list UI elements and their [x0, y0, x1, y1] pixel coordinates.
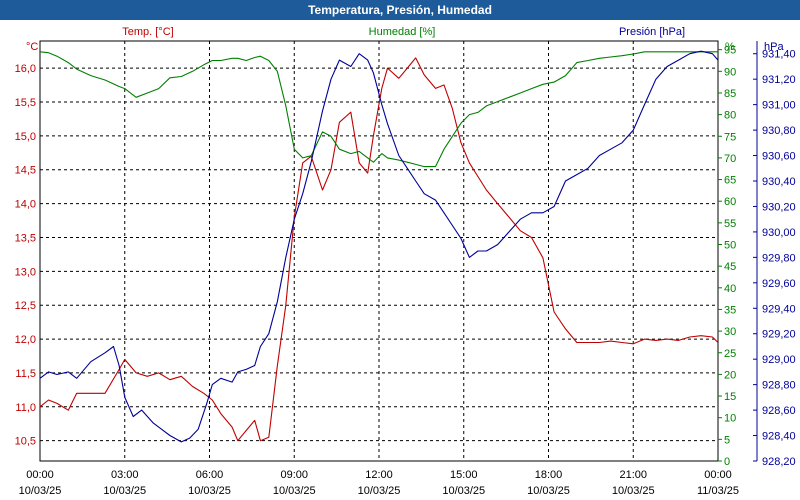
temperature-tick-label: 13,0: [15, 266, 36, 278]
temperature-tick-label: 12,0: [15, 334, 36, 346]
humidity-axis: % 0 5 10 15 20 25 30 35 40 45 50 55 60 65 70 75 80 85 90 95: [718, 41, 736, 468]
plot-frame: [39, 40, 719, 462]
x-tick-time: 09:00: [280, 469, 308, 481]
temperature-unit-label: °C: [26, 41, 38, 53]
temperature-tick-label: 14,5: [15, 165, 36, 177]
humidity-tick-label: 10: [724, 413, 736, 425]
humidity-tick-label: 20: [724, 369, 736, 381]
humidity-tick-label: 5: [724, 434, 730, 446]
humidity-tick-label: 40: [724, 283, 736, 295]
humidity-tick-label: 35: [724, 304, 736, 316]
humidity-tick-label: 80: [724, 110, 736, 122]
humidity-tick-label: 50: [724, 240, 736, 252]
temperature-axis: °C 10,5 11,0 11,5 12,0 12,5 13,0 13,5 14,0 14,5 15…: [15, 41, 39, 448]
pressure-tick-label: 928,40: [762, 431, 796, 443]
humidity-tick-label: 85: [724, 88, 736, 100]
series-lines: [39, 50, 719, 443]
pressure-tick-label: 930,40: [762, 176, 796, 188]
temperature-tick-label: 15,0: [15, 131, 36, 143]
x-tick-date: 10/03/25: [358, 485, 401, 497]
pressure-tick-label: 929,20: [762, 329, 796, 341]
x-tick-date: 11/03/25: [697, 485, 739, 497]
x-tick-date: 10/03/25: [442, 485, 485, 497]
pressure-tick-label: 928,60: [762, 405, 796, 417]
humidity-tick-label: 60: [724, 196, 736, 208]
plot-border: [39, 40, 719, 462]
humidity-tick-label: 90: [724, 66, 736, 78]
x-tick-date: 10/03/25: [273, 485, 316, 497]
humidity-tick-label: 95: [724, 45, 736, 57]
x-tick-time: 15:00: [450, 469, 478, 481]
pressure-series-label: Presión [hPa]: [619, 26, 685, 38]
temperature-tick-label: 13,5: [15, 232, 36, 244]
pressure-tick-label: 931,20: [762, 74, 796, 86]
humidity-line: [39, 51, 718, 168]
temperature-tick-label: 10,5: [15, 436, 36, 448]
pressure-unit-label: hPa: [764, 41, 784, 53]
temperature-tick-label: 14,0: [15, 199, 36, 211]
humidity-tick-label: 55: [724, 218, 736, 230]
pressure-tick-label: 931,40: [762, 49, 796, 61]
temperature-tick-label: 16,0: [15, 63, 36, 75]
pressure-tick-label: 931,00: [762, 100, 796, 112]
x-tick-time: 21:00: [619, 469, 647, 481]
chart-title: Temperatura, Presión, Humedad: [0, 0, 800, 20]
axis-headers: Temp. [°C] Humedad [%] Presión [hPa]: [122, 26, 685, 38]
humidity-unit-label: %: [725, 41, 735, 53]
x-tick-date: 10/03/25: [103, 485, 146, 497]
pressure-tick-label: 930,80: [762, 125, 796, 137]
pressure-tick-label: 929,80: [762, 252, 796, 264]
temperature-tick-label: 11,5: [15, 368, 36, 380]
x-tick-date: 10/03/25: [188, 485, 231, 497]
pressure-tick-label: 928,20: [762, 456, 796, 468]
x-axis: 00:00 10/03/25 03:00 10/03/25 06:00 10/03/25 0…: [19, 469, 739, 497]
humidity-tick-label: 75: [724, 131, 736, 143]
pressure-tick-label: 928,80: [762, 380, 796, 392]
x-tick-date: 10/03/25: [612, 485, 655, 497]
temperature-series-label: Temp. [°C]: [122, 26, 173, 38]
x-tick-time: 00:00: [704, 469, 732, 481]
temperature-tick-label: 11,0: [15, 402, 36, 414]
x-tick-date: 10/03/25: [19, 485, 62, 497]
temperature-line: [39, 57, 719, 442]
pressure-tick-label: 930,00: [762, 227, 796, 239]
pressure-line: [39, 50, 719, 443]
pressure-tick-label: 929,40: [762, 303, 796, 315]
grid: [40, 41, 718, 461]
x-tick-time: 12:00: [365, 469, 393, 481]
temperature-tick-label: 12,5: [15, 300, 36, 312]
humidity-tick-label: 30: [724, 326, 736, 338]
humidity-tick-label: 70: [724, 153, 736, 165]
pressure-axis: hPa 928,20 928,40 928,60 928,80 929,00 929,20 9…: [753, 41, 796, 468]
chart-svg: °C 10,5 11,0 11,5 12,0 12,5 13,0 13,5 14,0 14,5 15…: [15, 26, 796, 497]
humidity-tick-label: 65: [724, 175, 736, 187]
humidity-tick-label: 0: [724, 456, 730, 468]
x-tick-time: 03:00: [111, 469, 139, 481]
pressure-tick-label: 930,60: [762, 151, 796, 163]
pressure-tick-label: 930,20: [762, 201, 796, 213]
pressure-tick-label: 929,00: [762, 354, 796, 366]
humidity-tick-label: 45: [724, 261, 736, 273]
humidity-tick-label: 25: [724, 348, 736, 360]
x-tick-time: 18:00: [535, 469, 563, 481]
x-tick-time: 06:00: [196, 469, 224, 481]
x-tick-time: 00:00: [26, 469, 54, 481]
x-tick-date: 10/03/25: [527, 485, 570, 497]
pressure-tick-label: 929,60: [762, 278, 796, 290]
temperature-tick-label: 15,5: [15, 97, 36, 109]
humidity-tick-label: 15: [724, 391, 736, 403]
humidity-series-label: Humedad [%]: [369, 26, 436, 38]
